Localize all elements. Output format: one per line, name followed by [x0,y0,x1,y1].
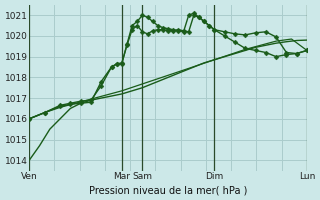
X-axis label: Pression niveau de la mer( hPa ): Pression niveau de la mer( hPa ) [89,185,247,195]
